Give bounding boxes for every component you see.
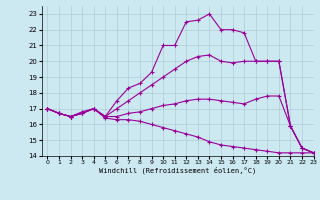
X-axis label: Windchill (Refroidissement éolien,°C): Windchill (Refroidissement éolien,°C): [99, 167, 256, 174]
